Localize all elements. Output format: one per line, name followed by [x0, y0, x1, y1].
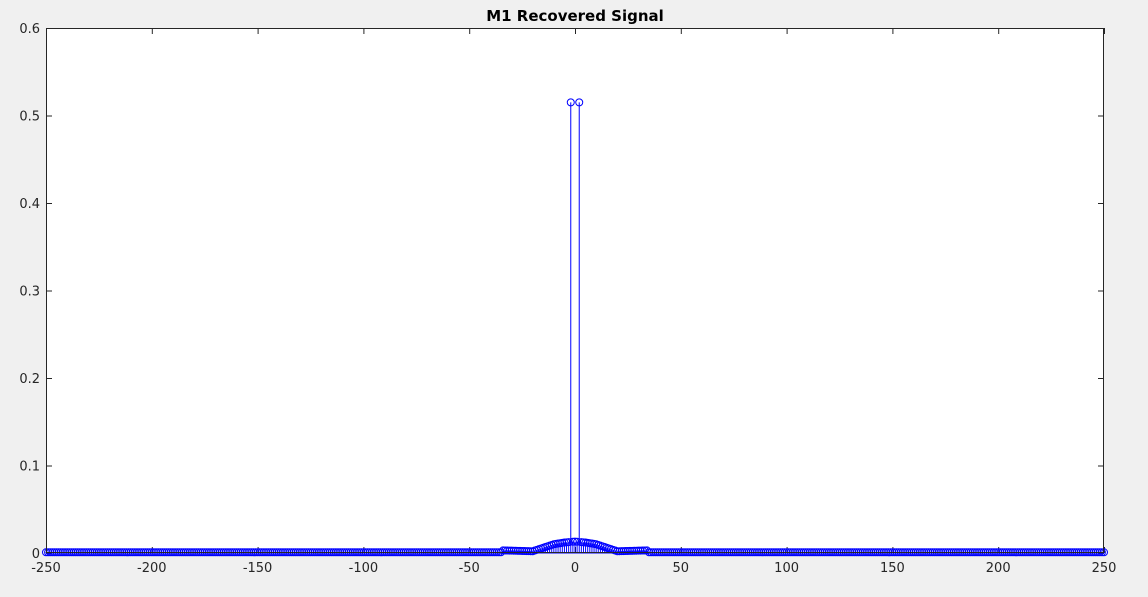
stem-marker [515, 546, 524, 555]
stem-marker [617, 547, 626, 556]
x-tick-label: -100 [349, 561, 379, 576]
stem-marker [522, 547, 531, 556]
y-tick-label: 0.3 [19, 285, 40, 300]
stem-marker [619, 547, 628, 556]
x-tick-label: -150 [243, 561, 273, 576]
stem-marker [566, 98, 575, 107]
x-tick-label: -250 [31, 561, 61, 576]
x-tick-label: -200 [137, 561, 167, 576]
axis-tick-labels: -250 -200 -150 -100 -50 0 50 100 150 200 250 0 0.1 0.… [19, 22, 1116, 576]
x-tick-label: 50 [673, 561, 690, 576]
y-tick-label: 0.6 [19, 22, 40, 37]
stem-marker [518, 546, 527, 555]
x-tick-label: 100 [774, 561, 799, 576]
stem-marker [564, 538, 573, 547]
x-tick-label: 0 [571, 561, 579, 576]
stem-marker [628, 546, 637, 555]
axes-box [46, 28, 1104, 553]
stem-marker [524, 547, 533, 556]
y-tick-label: 0 [32, 547, 40, 562]
stem-marker [613, 547, 622, 556]
stem-marker [501, 546, 510, 555]
stem-marker [505, 546, 514, 555]
stem-marker [626, 546, 635, 555]
stem-marker [507, 546, 516, 555]
stem-marker [511, 546, 520, 555]
chart-title: M1 Recovered Signal [486, 7, 664, 25]
stem-marker [623, 546, 632, 555]
stem-marker [513, 546, 522, 555]
stem-marker [634, 546, 643, 555]
y-tick-label: 0.4 [19, 197, 40, 212]
stem-marker [575, 98, 584, 107]
axes-background [46, 28, 1104, 553]
stem-marker [630, 546, 639, 555]
stem-marker [503, 546, 512, 555]
stem-marker [615, 547, 624, 556]
stem-marker [520, 547, 529, 556]
x-tick-label: 150 [880, 561, 905, 576]
x-tick-label: 200 [986, 561, 1011, 576]
x-tick-label: 250 [1092, 561, 1117, 576]
x-tick-label: -50 [459, 561, 480, 576]
y-tick-label: 0.2 [19, 372, 40, 387]
stem-marker [632, 546, 641, 555]
stem-marker [636, 546, 645, 555]
y-tick-label: 0.1 [19, 460, 40, 475]
y-tick-label: 0.5 [19, 110, 40, 125]
stem-marker [573, 537, 582, 546]
stem-marker [499, 546, 508, 555]
stem-marker [509, 546, 518, 555]
stem-marker [621, 547, 630, 556]
